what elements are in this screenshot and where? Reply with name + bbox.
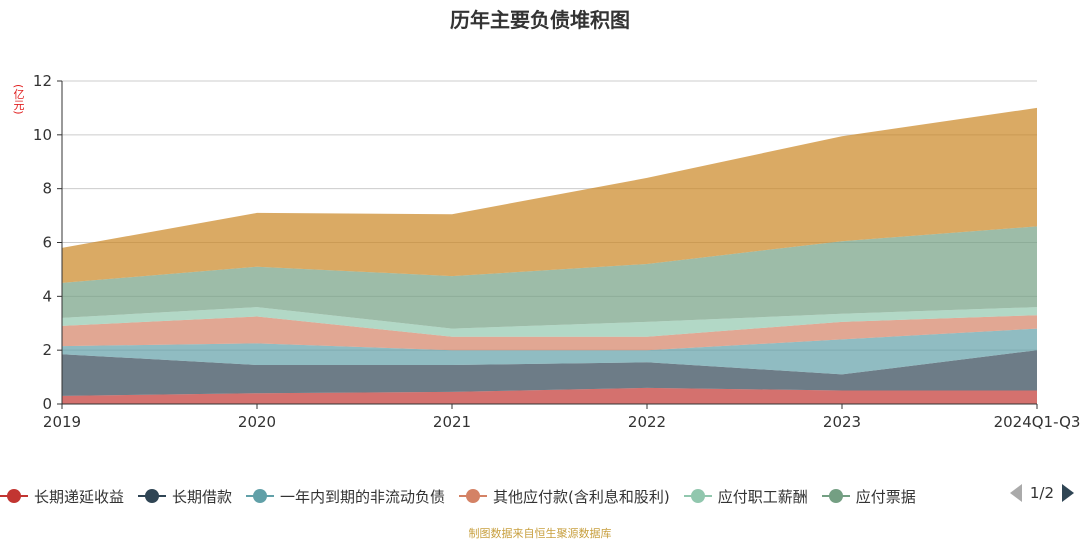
legend-marker-icon: [459, 489, 488, 503]
area-series: [62, 315, 1037, 351]
y-tick-label: 12: [33, 72, 52, 90]
area-series: [62, 328, 1037, 375]
legend-label: 应付职工薪酬: [717, 487, 808, 506]
legend-marker-icon: [821, 489, 850, 503]
legend-prev-icon[interactable]: [1009, 484, 1022, 502]
legend: 长期递延收益 长期借款 一年内到期的非流动负债 其他应付款(含利息和股利) 应付职工薪酬…: [0, 484, 1080, 508]
legend-item[interactable]: 一年内到期的非流动负债: [246, 486, 445, 507]
area-series: [62, 226, 1037, 329]
stacked-areas: [62, 107, 1037, 404]
legend-page-indicator: 1/2: [1029, 484, 1054, 502]
legend-label: 其他应付款(含利息和股利): [493, 487, 670, 506]
legend-label: 长期递延收益: [34, 487, 125, 506]
x-tick-label: 2020: [238, 413, 276, 431]
y-axis-unit: (亿元): [12, 84, 25, 115]
legend-item[interactable]: 应付职工薪酬: [683, 486, 808, 507]
legend-marker-icon: [138, 489, 167, 503]
legend-marker-icon: [683, 489, 712, 503]
x-tick-label: 2021: [433, 413, 471, 431]
y-tick-label: 8: [42, 180, 52, 198]
y-tick-label: 2: [42, 341, 52, 359]
x-tick-label: 2023: [823, 413, 861, 431]
area-series: [62, 387, 1037, 404]
x-tick-label: 2024Q1-Q3: [994, 413, 1080, 431]
legend-label: 应付票据: [855, 487, 916, 506]
legend-item[interactable]: 应付票据: [821, 486, 916, 507]
legend-marker-icon: [0, 489, 28, 503]
x-tick-label: 2019: [43, 413, 81, 431]
axes: 0 2 4 6 8 10 12 2019 2020 2021 2022 2023 2024Q1-Q3: [33, 72, 1080, 431]
legend-marker-icon: [246, 489, 275, 503]
legend-label: 长期借款: [172, 487, 233, 506]
data-source-note: 制图数据来自恒生聚源数据库: [468, 527, 612, 540]
y-tick-label: 0: [42, 395, 52, 413]
area-series: [62, 350, 1037, 396]
y-tick-label: 6: [42, 234, 52, 252]
chart-title: 历年主要负债堆积图: [450, 8, 630, 32]
area-series: [62, 107, 1037, 283]
legend-pager: 1/2: [1003, 484, 1074, 502]
x-tick-label: 2022: [628, 413, 666, 431]
legend-item[interactable]: 其他应付款(含利息和股利): [459, 486, 670, 507]
y-tick-label: 4: [42, 287, 52, 305]
legend-next-icon[interactable]: [1062, 484, 1074, 502]
legend-item[interactable]: 长期借款: [138, 486, 232, 507]
y-tick-label: 10: [33, 126, 52, 144]
area-series: [62, 307, 1037, 337]
legend-label: 一年内到期的非流动负债: [280, 487, 446, 506]
legend-item[interactable]: 长期递延收益: [0, 486, 124, 507]
area-chart: 0 2 4 6 8 10 12 2019 2020 2021 2022 2023 2024Q1-Q3: [33, 72, 1080, 431]
